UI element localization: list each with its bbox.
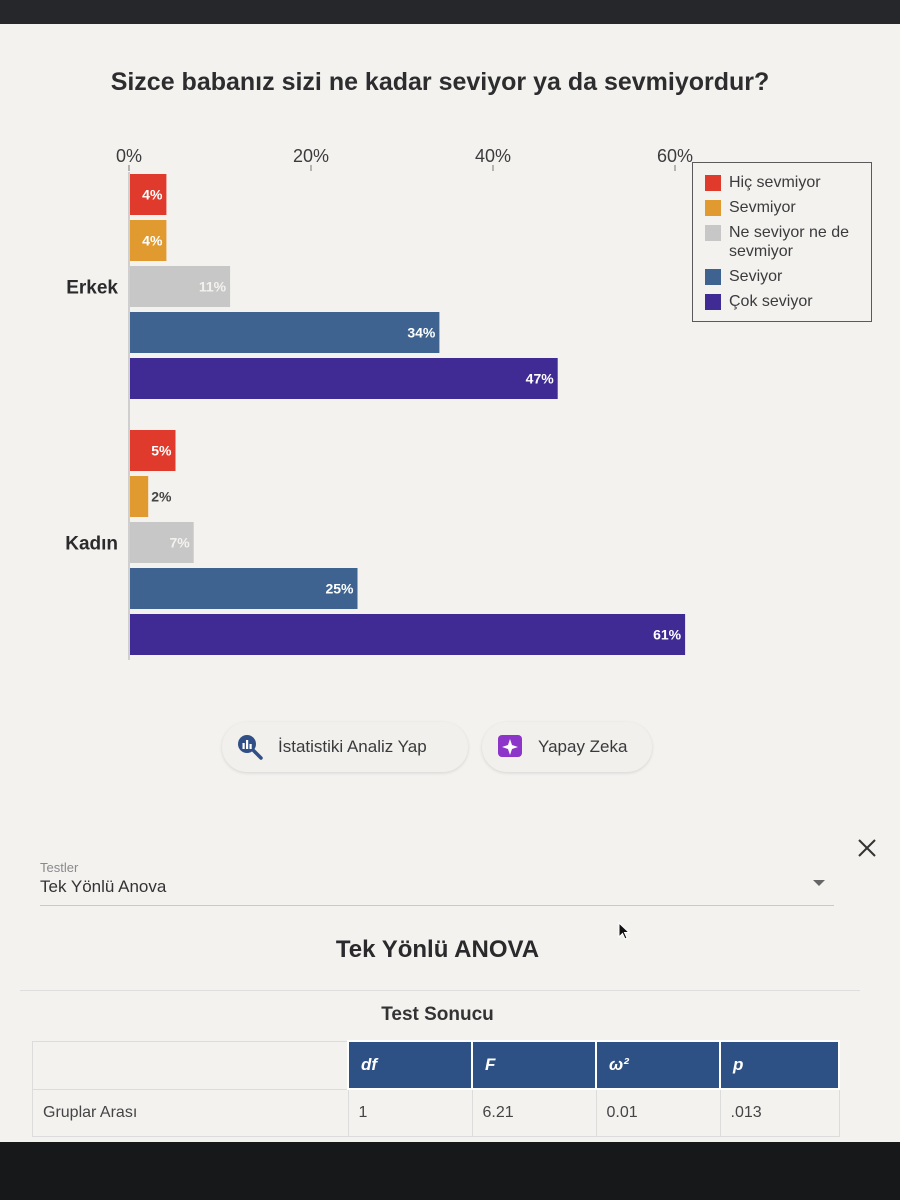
bar: [130, 266, 231, 307]
bar-value-label: 25%: [325, 581, 354, 597]
divider: [20, 990, 860, 991]
legend-item: Sevmiyor: [705, 198, 863, 217]
cell-omega: 0.01: [595, 1088, 721, 1137]
legend-label: Ne seviyor ne de sevmiyor: [729, 224, 850, 260]
statistical-analysis-button[interactable]: İstatistiki Analiz Yap: [222, 722, 468, 772]
chart-title: Sizce babanız sizi ne kadar seviyor ya d…: [110, 68, 770, 96]
cell-f: 6.21: [471, 1088, 597, 1137]
tests-select[interactable]: Tek Yönlü Anova: [40, 877, 167, 896]
bar-value-label: 5%: [151, 443, 172, 459]
anova-result-table: df F ω² p Gruplar Arası 1 6.21 0.01 .013: [32, 1040, 840, 1137]
table-header-f: F: [471, 1040, 597, 1090]
ai-label: Yapay Zeka: [538, 737, 628, 756]
mouse-cursor-icon: [618, 922, 631, 940]
legend-swatch: [705, 200, 721, 216]
bar-value-label: 47%: [526, 371, 555, 387]
cell-p: .013: [719, 1088, 840, 1137]
bar: [130, 220, 167, 261]
top-bezel: [0, 0, 900, 24]
x-tick-label: 60%: [657, 146, 693, 166]
legend-label: Sevmiyor: [729, 199, 796, 216]
category-label: Kadın: [65, 534, 118, 555]
legend-swatch: [705, 225, 721, 241]
tests-select-label: Testler: [40, 860, 79, 875]
legend-label: Çok seviyor: [729, 293, 813, 310]
bar: [130, 568, 358, 609]
sparkle-icon: [496, 733, 524, 761]
bar: [130, 614, 686, 655]
table-header-df: df: [347, 1040, 473, 1090]
bar-value-label: 7%: [169, 535, 190, 551]
test-result-title: Test Sonucu: [381, 1004, 494, 1025]
bar-value-label: 11%: [199, 279, 227, 295]
table-row: Gruplar Arası 1 6.21 0.01 .013: [32, 1088, 840, 1137]
legend-item: Hiç sevmiyor: [705, 173, 863, 192]
table-header-blank: [32, 1040, 349, 1090]
x-tick-label: 20%: [293, 146, 329, 166]
bar-chart: 0% 20% 40% 60% Erkek 4% 4% 11% 34% 47% Kadın 5% 2% 7%…: [65, 146, 693, 660]
close-icon[interactable]: [855, 836, 879, 860]
legend-swatch: [705, 175, 721, 191]
legend-label: Seviyor: [729, 268, 783, 285]
bar: [130, 174, 167, 215]
x-tick-label: 0%: [116, 146, 142, 166]
table-header-row: df F ω² p: [32, 1040, 840, 1090]
bar-value-label: 34%: [407, 325, 436, 341]
bar-value-label: 2%: [151, 489, 172, 505]
search-chart-icon: [236, 733, 264, 761]
legend-swatch: [705, 269, 721, 285]
bar-value-label: 4%: [142, 233, 163, 249]
cell-df: 1: [347, 1088, 473, 1137]
legend-item: Ne seviyor ne de sevmiyor: [705, 223, 863, 261]
statistical-analysis-label: İstatistiki Analiz Yap: [278, 737, 427, 756]
legend-swatch: [705, 294, 721, 310]
bar: [130, 476, 149, 517]
bar-value-label: 61%: [653, 627, 682, 643]
legend-item: Çok seviyor: [705, 292, 863, 311]
table-header-p: p: [719, 1040, 840, 1090]
legend-label: Hiç sevmiyor: [729, 174, 821, 191]
bottom-bezel: [0, 1142, 900, 1200]
bar-value-label: 4%: [142, 187, 163, 203]
bar: [130, 312, 440, 353]
bar: [130, 430, 176, 471]
ai-button[interactable]: Yapay Zeka: [482, 722, 652, 772]
bar: [130, 522, 194, 563]
app-screen: Sizce babanız sizi ne kadar seviyor ya d…: [0, 24, 900, 1142]
row-label: Gruplar Arası: [32, 1088, 349, 1137]
category-label: Erkek: [66, 278, 118, 299]
chart-legend: Hiç sevmiyor Sevmiyor Ne seviyor ne de s…: [692, 162, 872, 322]
table-header-omega: ω²: [595, 1040, 721, 1090]
select-underline: [40, 905, 834, 906]
chevron-down-icon[interactable]: [813, 880, 825, 886]
legend-item: Seviyor: [705, 267, 863, 286]
bar: [130, 358, 558, 399]
x-tick-label: 40%: [475, 146, 511, 166]
anova-title: Tek Yönlü ANOVA: [335, 936, 540, 963]
